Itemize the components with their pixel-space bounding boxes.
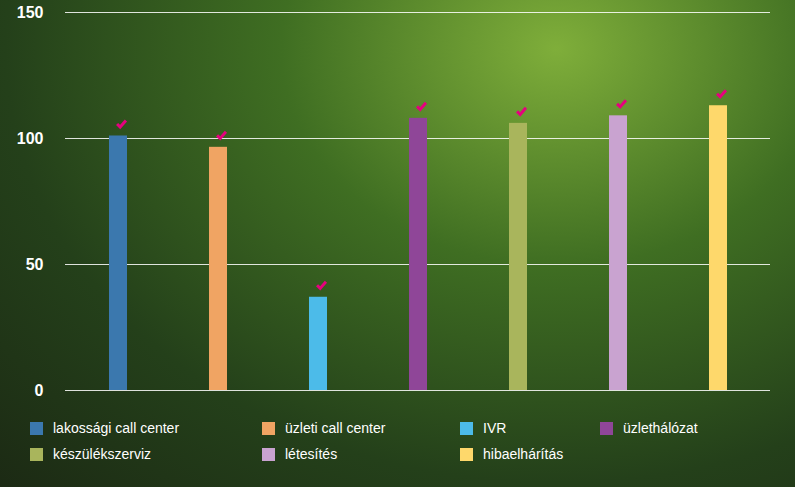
html-text:készülékszerviz: készülékszerviz	[53, 446, 151, 462]
html-text:hibaelhárítás: hibaelhárítás	[483, 446, 564, 462]
html-text:lakossági call center: lakossági call center	[53, 420, 180, 436]
svg-text:100: 100	[17, 130, 44, 147]
html-text:üzleti call center: üzleti call center	[285, 420, 386, 436]
svg-text:0: 0	[35, 382, 44, 399]
svg-text:50: 50	[26, 256, 44, 273]
svg-text:150: 150	[17, 4, 44, 21]
html-text:üzlethálózat: üzlethálózat	[623, 420, 698, 436]
html-text:IVR: IVR	[483, 420, 507, 436]
html-text:létesítés: létesítés	[285, 446, 338, 462]
